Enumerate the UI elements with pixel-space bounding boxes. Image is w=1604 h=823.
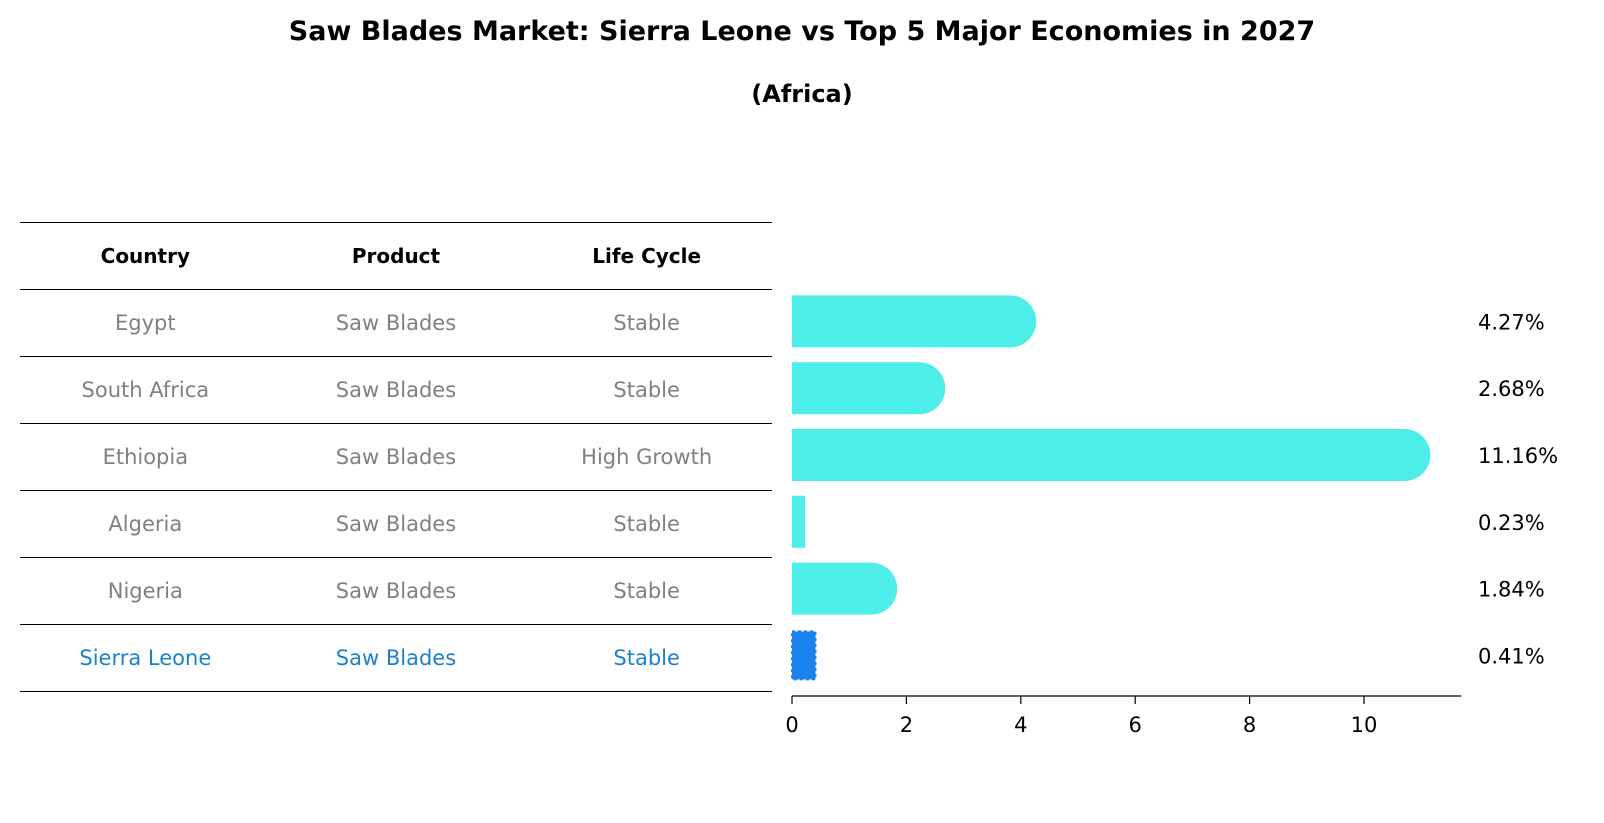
x-tick-label: 10 [1351, 713, 1378, 737]
cell-country: Sierra Leone [20, 624, 271, 692]
cell-product: Saw Blades [270, 423, 522, 491]
bar [792, 562, 898, 615]
table-row: Ethiopia Saw Blades High Growth [20, 423, 772, 491]
cell-country: Algeria [20, 490, 271, 558]
bar-value-label: 2.68% [1478, 377, 1545, 401]
cell-life-cycle: Stable [521, 289, 772, 357]
column-header-life-cycle: Life Cycle [521, 222, 772, 290]
cell-country: South Africa [20, 356, 271, 424]
table-row: Algeria Saw Blades Stable [20, 490, 772, 558]
bar [792, 295, 1037, 348]
cell-country: Nigeria [20, 557, 271, 625]
cell-product: Saw Blades [270, 356, 522, 424]
bar [792, 429, 1431, 481]
bar-value-label: 4.27% [1478, 310, 1545, 334]
bar-value-label: 11.16% [1478, 444, 1558, 468]
bar-value-label: 1.84% [1478, 578, 1545, 602]
chart-subtitle: (Africa) [751, 80, 853, 108]
comparison-table: Country Product Life Cycle Egypt Saw Bla… [20, 222, 772, 692]
cell-product: Saw Blades [270, 557, 522, 625]
x-tick-label: 4 [1014, 713, 1027, 737]
cell-product: Saw Blades [270, 624, 522, 692]
cell-product: Saw Blades [270, 289, 522, 357]
x-tick-label: 0 [785, 713, 798, 737]
x-tick-label: 8 [1243, 713, 1256, 737]
cell-country: Ethiopia [20, 423, 271, 491]
cell-product: Saw Blades [270, 490, 522, 558]
cell-country: Egypt [20, 289, 271, 357]
table-row: South Africa Saw Blades Stable [20, 356, 772, 424]
bar [792, 362, 946, 415]
chart-title: Saw Blades Market: Sierra Leone vs Top 5… [288, 16, 1316, 47]
bar-value-label: 0.23% [1478, 511, 1545, 535]
table-row: Nigeria Saw Blades Stable [20, 557, 772, 625]
table-row-highlighted: Sierra Leone Saw Blades Stable [20, 624, 772, 692]
table-header-row: Country Product Life Cycle [20, 222, 772, 290]
x-tick-label: 2 [900, 713, 913, 737]
cell-life-cycle: High Growth [521, 423, 772, 491]
column-header-product: Product [270, 222, 522, 290]
table-row: Egypt Saw Blades Stable [20, 289, 772, 357]
cell-life-cycle: Stable [521, 356, 772, 424]
x-tick-label: 6 [1129, 713, 1142, 737]
bar [792, 495, 806, 548]
column-header-country: Country [20, 222, 271, 290]
cell-life-cycle: Stable [521, 557, 772, 625]
cell-life-cycle: Stable [521, 490, 772, 558]
bar-value-label: 0.41% [1478, 644, 1545, 668]
bar-highlighted [791, 630, 817, 681]
cell-life-cycle: Stable [521, 624, 772, 692]
